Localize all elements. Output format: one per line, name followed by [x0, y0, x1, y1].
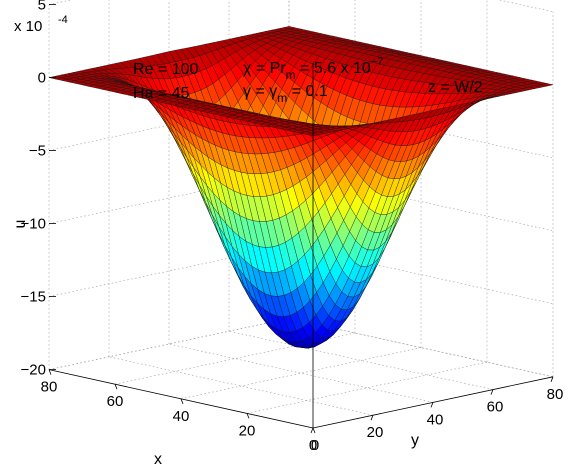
annotation-re: Re = 100: [133, 61, 198, 78]
y-tick-mark: [490, 389, 494, 395]
z-tick-label: −10: [21, 216, 46, 233]
z-tick-label: −5: [29, 143, 46, 160]
x-tick-mark: [114, 384, 118, 390]
y-axis-label: y: [411, 432, 419, 449]
annotation-z-plane: z = W/2: [428, 79, 483, 96]
chi-value: = 5.6 x 10: [296, 60, 371, 77]
x-tick-mark: [246, 413, 250, 419]
x-tick-label: 0: [309, 437, 317, 454]
x-tick-mark: [180, 398, 184, 404]
gamma-prefix: γ = γ: [243, 83, 277, 100]
x-axis-label: x: [154, 451, 162, 468]
chi-exponent: −7: [371, 56, 384, 68]
x-tick-label: 60: [107, 393, 124, 410]
z-axis-label: u: [12, 220, 29, 229]
x-tick-mark: [312, 427, 316, 434]
z-exponent-base: x 10: [14, 18, 42, 35]
z-tick-label: 5: [38, 0, 46, 14]
x-tick-mark: [48, 369, 52, 375]
y-tick-label: 60: [487, 399, 504, 416]
gamma-subscript: m: [277, 91, 287, 105]
x-tick-label: 20: [239, 422, 256, 439]
y-tick-mark: [370, 415, 374, 421]
y-tick-mark: [310, 427, 314, 434]
surface-mesh: [48, 26, 554, 349]
annotation-gamma: γ = γm = 0.1: [243, 83, 328, 105]
y-tick-label: 40: [427, 411, 444, 428]
annotation-ha: Ha = 45: [133, 85, 190, 102]
chi-prefix: χ = Pr: [243, 60, 286, 77]
x-tick-label: 80: [41, 379, 58, 396]
y-tick-mark: [430, 402, 434, 408]
z-tick-label: 0: [38, 70, 46, 87]
y-tick-label: 80: [547, 386, 564, 403]
z-tick-label: −15: [21, 289, 46, 306]
chi-subscript: m: [286, 68, 296, 82]
z-tick-label: −20: [21, 362, 46, 379]
y-tick-label: 20: [367, 424, 384, 441]
y-tick-mark: [550, 376, 554, 382]
z-exponent-power: -4: [58, 14, 68, 26]
x-tick-label: 40: [173, 408, 190, 425]
y-tick-label: 0: [311, 437, 319, 454]
gamma-value: = 0.1: [287, 83, 328, 100]
annotation-chi: χ = Prm = 5.6 x 10−7: [243, 56, 383, 82]
